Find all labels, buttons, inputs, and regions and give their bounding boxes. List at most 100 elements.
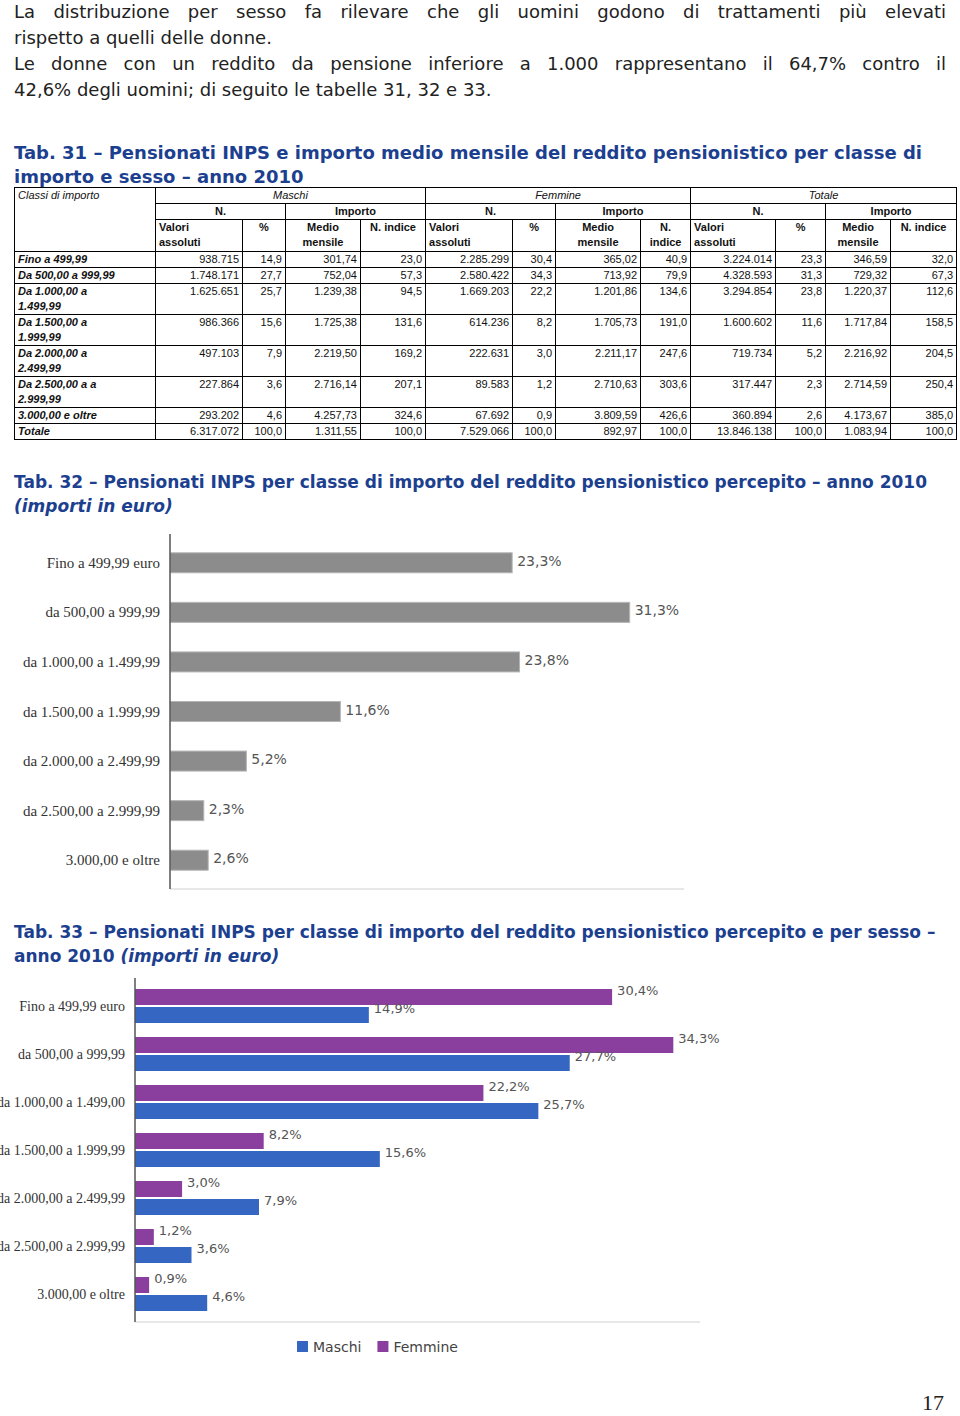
category-label: da 2.000,00 a 2.499,99 <box>0 1191 125 1206</box>
table-cell: 324,6 <box>361 408 426 424</box>
intro-line: rispetto a quelli delle donne. <box>14 25 946 51</box>
table-cell: 3.294.854 <box>691 284 776 315</box>
table-cell: 3.224.014 <box>691 252 776 268</box>
bar <box>135 1007 369 1023</box>
table-cell: 2.219,50 <box>286 346 361 377</box>
category-label: da 500,00 a 999,99 <box>18 1047 125 1062</box>
row-label: Da 2.500,00 a a 2.999,99 <box>15 377 156 408</box>
table-row: Da 500,00 a 999,991.748.17127,7752,0457,… <box>15 268 957 284</box>
data-label: 2,6% <box>213 850 249 866</box>
data-label: 11,6% <box>345 702 389 718</box>
bar <box>170 602 630 622</box>
bar <box>170 702 340 722</box>
table-body: Fino a 499,99938.71514,9301,7423,02.285.… <box>15 252 957 440</box>
header-column-text: N. indice <box>901 220 947 235</box>
table-cell: 30,4 <box>513 252 556 268</box>
legend-swatch <box>377 1341 388 1352</box>
header-column-text: Valori assoluti <box>159 220 211 250</box>
table-cell: 986.366 <box>156 315 243 346</box>
header-group: Femmine <box>426 188 691 204</box>
bars <box>135 989 673 1311</box>
table-cell: 40,9 <box>641 252 691 268</box>
row-label: Da 1.500,00 a 1.999,99 <box>15 315 156 346</box>
bar <box>170 652 520 672</box>
data-label: 31,3% <box>635 602 679 618</box>
data-label: 3,0% <box>187 1175 220 1190</box>
table-cell: 23,0 <box>361 252 426 268</box>
header-column: Medio mensile <box>556 220 641 252</box>
table-cell: 713,92 <box>556 268 641 284</box>
table-cell: 13.846.138 <box>691 424 776 440</box>
data-label: 2,3% <box>209 801 245 817</box>
table-cell: 67.692 <box>426 408 513 424</box>
legend-label: Maschi <box>313 1339 361 1355</box>
header-column: Medio mensile <box>286 220 361 252</box>
data-label: 15,6% <box>385 1145 426 1160</box>
intro-line: La distribuzione per sesso fa rilevare c… <box>14 0 946 25</box>
page: La distribuzione per sesso fa rilevare c… <box>0 0 960 1416</box>
table-cell: 169,2 <box>361 346 426 377</box>
table-cell: 2.580.422 <box>426 268 513 284</box>
table-cell: 89.583 <box>426 377 513 408</box>
header-subgroup: Importo <box>286 204 426 220</box>
data-label: 5,2% <box>251 751 287 767</box>
table-cell: 22,2 <box>513 284 556 315</box>
table-cell: 303,6 <box>641 377 691 408</box>
bar <box>135 1103 538 1119</box>
header-column-text: N. indice <box>644 220 687 250</box>
table-cell: 23,8 <box>776 284 826 315</box>
header-column-text: Medio mensile <box>297 220 349 250</box>
data-label: 3,6% <box>197 1241 230 1256</box>
table-cell: 365,02 <box>556 252 641 268</box>
header-column: N. indice <box>891 220 957 252</box>
table-cell: 14,9 <box>243 252 286 268</box>
data-label: 23,3% <box>517 553 561 569</box>
table-cell: 1.717,84 <box>826 315 891 346</box>
table-cell: 2.716,14 <box>286 377 361 408</box>
table-cell: 4.257,73 <box>286 408 361 424</box>
bar <box>170 751 246 771</box>
chart-subtitle: (importi in euro) <box>121 946 280 966</box>
table-cell: 25,7 <box>243 284 286 315</box>
data-label: 34,3% <box>678 1031 719 1046</box>
chart: 23,3%31,3%23,8%11,6%5,2%2,3%2,6%Fino a 4… <box>14 517 694 895</box>
table-cell: 2,3 <box>776 377 826 408</box>
table-cell: 100,0 <box>891 424 957 440</box>
table-cell: 385,0 <box>891 408 957 424</box>
table-cell: 938.715 <box>156 252 243 268</box>
header-column: N. indice <box>361 220 426 252</box>
table-cell: 227.864 <box>156 377 243 408</box>
header-subgroup: N. <box>156 204 286 220</box>
header-group: Maschi <box>156 188 426 204</box>
data-labels: 14,9%30,4%27,7%34,3%25,7%22,2%15,6%8,2%7… <box>154 983 720 1304</box>
table-cell: 7,9 <box>243 346 286 377</box>
table-cell: 1,2 <box>513 377 556 408</box>
table-row: Totale6.317.072100,01.311,55100,07.529.0… <box>15 424 957 440</box>
row-label: Fino a 499,99 <box>15 252 156 268</box>
table-cell: 360.894 <box>691 408 776 424</box>
data-label: 7,9% <box>264 1193 297 1208</box>
table-cell: 346,59 <box>826 252 891 268</box>
value-axis-line <box>135 1322 700 1323</box>
legend: MaschiFemmine <box>297 1339 458 1355</box>
category-label: da 1.500,00 a 1.999,99 <box>0 1143 125 1158</box>
data-label: 30,4% <box>617 983 658 998</box>
bar <box>170 553 512 573</box>
table-cell: 100,0 <box>513 424 556 440</box>
header-subgroup: Importo <box>556 204 691 220</box>
table-cell: 301,74 <box>286 252 361 268</box>
header-column-text: % <box>796 220 806 235</box>
bar <box>170 850 208 870</box>
data-label: 0,9% <box>154 1271 187 1286</box>
table-cell: 191,0 <box>641 315 691 346</box>
header-column-text: Valori assoluti <box>429 220 481 250</box>
table-cell: 34,3 <box>513 268 556 284</box>
bar <box>135 1133 264 1149</box>
table-cell: 2.714,59 <box>826 377 891 408</box>
table-cell: 1.311,55 <box>286 424 361 440</box>
table-cell: 57,3 <box>361 268 426 284</box>
row-label: Da 2.000,00 a 2.499,99 <box>15 346 156 377</box>
data-label: 23,8% <box>525 652 569 668</box>
table-cell: 3.809,59 <box>556 408 641 424</box>
table-cell: 222.631 <box>426 346 513 377</box>
